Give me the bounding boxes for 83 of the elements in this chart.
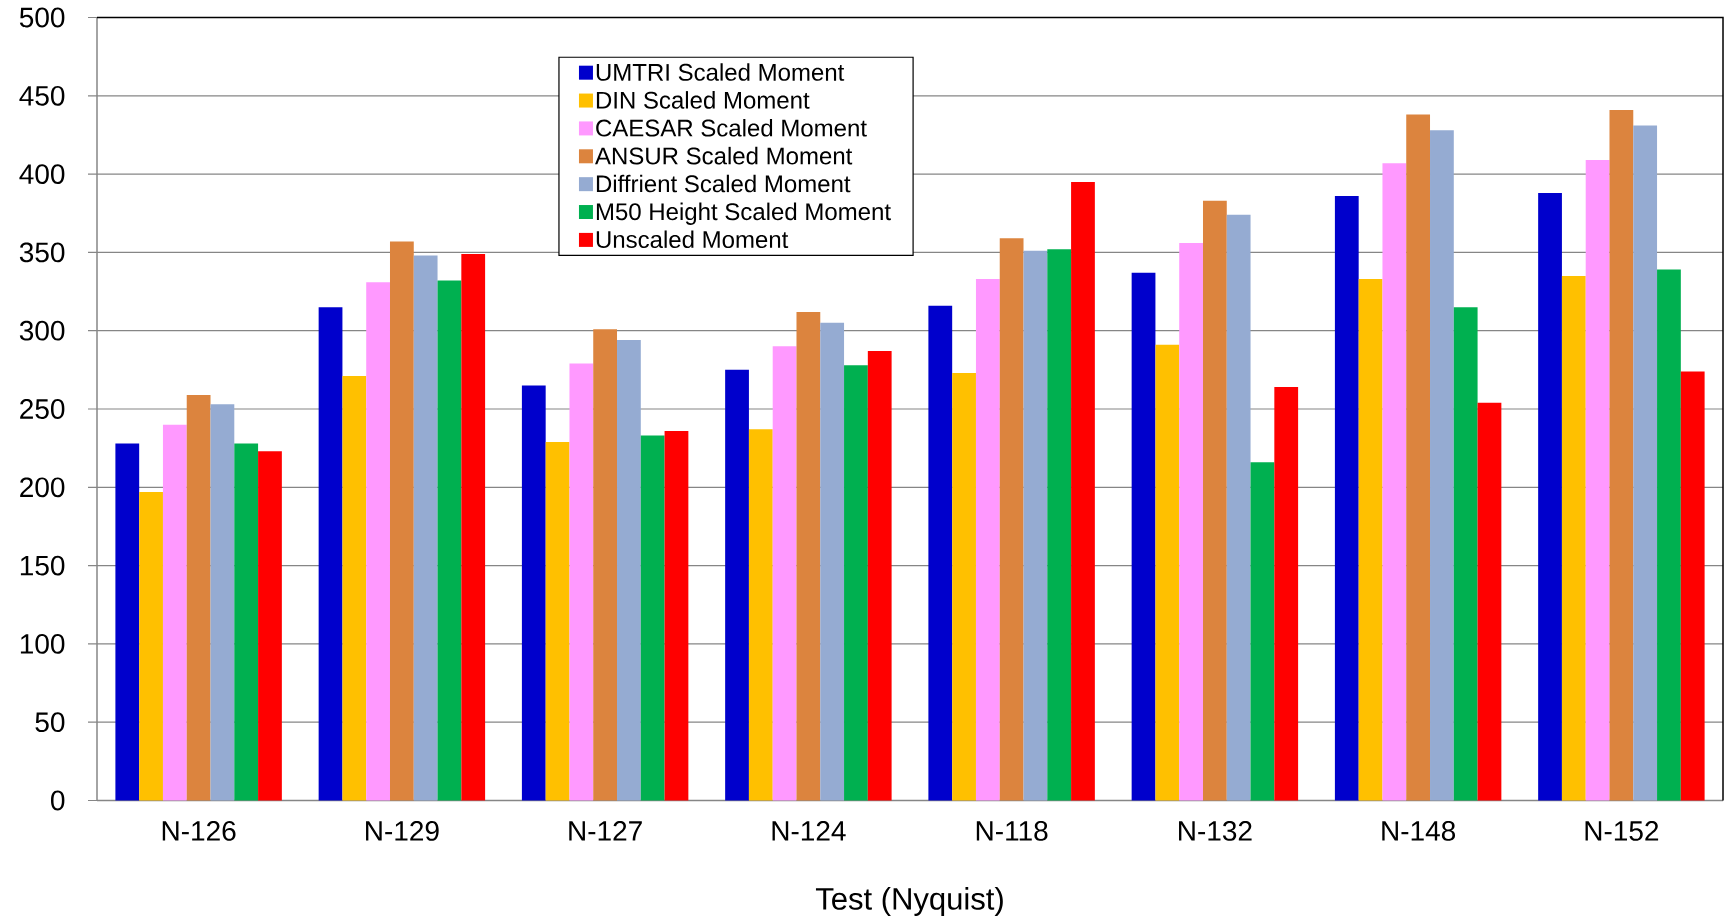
legend-label: Diffrient Scaled Moment [596,174,851,193]
bar [1023,250,1048,801]
y-tick-label: 100 [20,633,65,654]
bar [867,351,892,801]
x-tick-label: N-148 [1382,821,1456,841]
bar [1477,402,1502,801]
legend-label: ANSUR Scaled Moment [595,146,853,165]
x-tick-label: N-129 [366,821,439,841]
bar [461,253,486,801]
bar [234,443,259,801]
bar [1358,279,1383,801]
bar [748,429,773,801]
bar [1131,272,1156,801]
bar [186,394,211,801]
legend-label: DIN Scaled Moment [596,91,810,109]
y-tick-label: 50 [35,712,65,733]
bar [1202,200,1227,801]
bar [1453,307,1478,801]
bar [318,307,343,801]
bar [725,369,749,801]
y-tick-label: 300 [19,320,65,341]
bar [115,443,140,801]
x-tick-label: N-127 [569,821,642,841]
bar [796,311,821,801]
bar [1633,125,1658,801]
bar [1047,249,1072,801]
bar [975,279,1000,801]
y-tick-label: 200 [20,477,65,498]
bar [1609,109,1634,801]
y-tick-label: 400 [19,164,65,185]
bar [820,322,845,801]
bar [999,238,1024,801]
y-tick-label: 250 [20,399,65,419]
bar [1406,114,1431,801]
x-tick-label: N-124 [772,821,846,841]
legend-label: M50 Height Scaled Moment [596,202,891,225]
bar [1561,275,1586,801]
bar [844,365,868,801]
bar [593,329,618,801]
x-tick-label: N-118 [976,821,1048,841]
bar [413,255,438,801]
legend-label: Unscaled Moment [596,230,789,249]
bar [162,424,187,801]
y-tick-label: 350 [19,242,65,263]
bar [772,346,797,801]
bar [1250,462,1275,801]
y-tick-label: 150 [20,555,65,576]
x-tick-label: N-152 [1585,821,1659,841]
bar [1155,344,1180,801]
x-tick-label: N-132 [1179,821,1252,841]
bar [1680,371,1705,801]
bar [664,430,689,801]
bar [640,435,665,801]
legend-label: UMTRI Scaled Moment [596,63,845,81]
bar [569,363,594,801]
y-tick-label: 450 [19,85,65,106]
bar [437,280,462,801]
bar [342,376,367,801]
bar [928,305,953,801]
bar [1538,192,1562,801]
x-tick-label: N-126 [162,821,236,841]
bar [545,441,570,801]
bar [1430,130,1454,801]
bar [366,282,390,801]
legend-label: CAESAR Scaled Moment [596,118,867,137]
x-axis-title: Test (Nyquist) [815,887,1003,916]
bar [389,241,414,801]
bar [1071,181,1095,801]
bar [617,340,641,801]
bar [1274,387,1299,801]
bar [1657,269,1681,801]
bar [139,492,163,801]
bar [258,451,282,801]
bar [1179,243,1203,801]
bar [521,385,546,801]
bar [1585,160,1610,801]
bar [210,404,235,801]
bar [952,372,976,801]
y-tick-label: 0 [51,790,65,811]
bar [1334,196,1359,801]
bar [1382,163,1407,801]
bar [1226,214,1251,801]
y-tick-label: 500 [19,7,65,28]
